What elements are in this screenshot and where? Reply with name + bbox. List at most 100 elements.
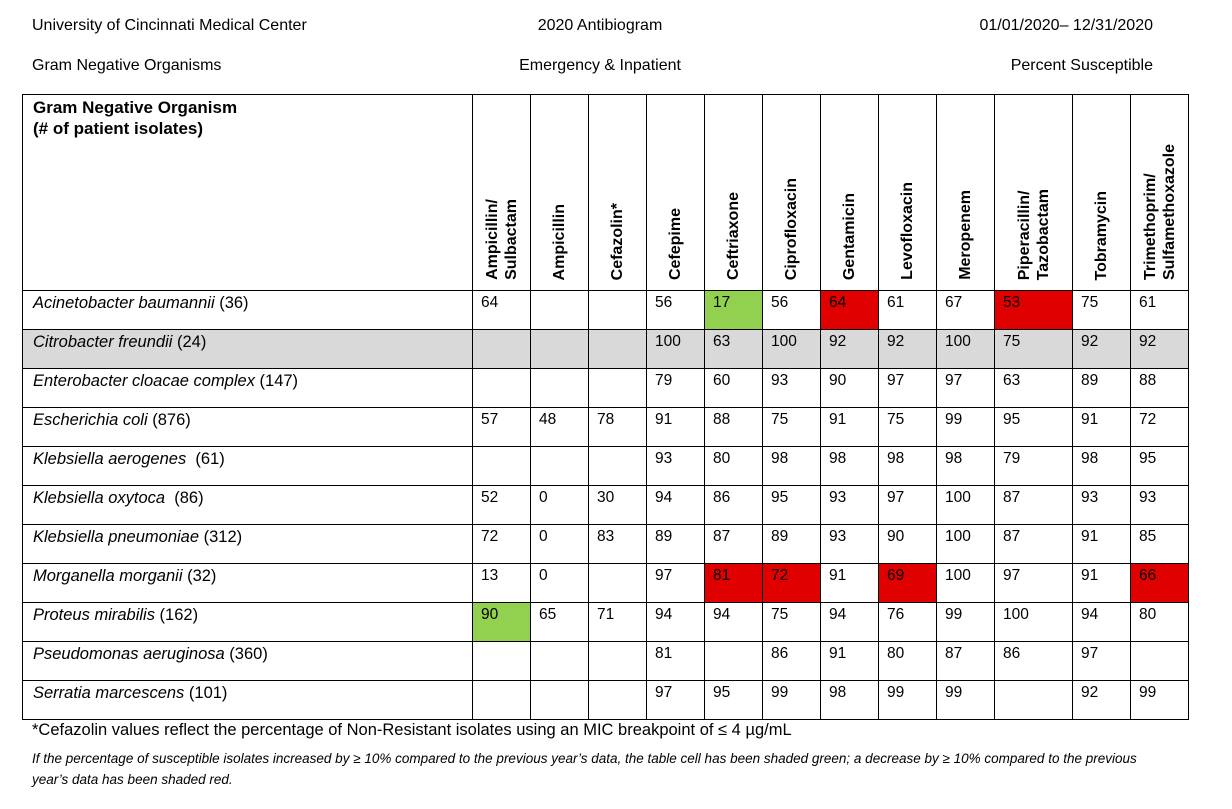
susceptibility-cell: 92 [1072,329,1131,369]
organism-column-header: Gram Negative Organism (# of patient iso… [22,94,473,291]
care-setting: Emergency & Inpatient [519,57,681,74]
susceptibility-cell: 98 [1072,446,1131,486]
susceptibility-cell: 52 [472,485,531,525]
table-row: Klebsiella oxytoca (86) 52 0 30 94 86 95 93 97 10… [22,485,1189,525]
susceptibility-cell: 65 [530,602,589,642]
susceptibility-cell: 69 [878,563,937,603]
organism-name: Acinetobacter baumannii [33,294,215,312]
susceptibility-cell: 95 [1130,446,1189,486]
organism-category: Gram Negative Organisms [32,57,222,74]
susceptibility-cell: 72 [1130,407,1189,447]
susceptibility-cell: 94 [1072,602,1131,642]
susceptibility-cell: 97 [646,563,705,603]
susceptibility-cell [994,680,1073,720]
organism-cell: Klebsiella oxytoca (86) [22,485,473,525]
organism-name: Pseudomonas aeruginosa [33,645,225,663]
susceptibility-cell: 93 [762,368,821,408]
susceptibility-cell: 98 [820,446,879,486]
susceptibility-cell: 91 [646,407,705,447]
susceptibility-cell: 78 [588,407,647,447]
susceptibility-cell: 99 [762,680,821,720]
antibiotic-name: Ciprofloxacin [783,177,800,280]
antibiotic-name: Ampicillin/ Sulbactam [483,199,520,280]
isolate-count: (147) [254,372,299,390]
susceptibility-cell: 91 [820,641,879,681]
antibiotic-name: Levofloxacin [899,182,916,280]
susceptibility-cell: 63 [704,329,763,369]
organism-cell: Klebsiella pneumoniae (312) [22,524,473,564]
susceptibility-cell: 81 [646,641,705,681]
organism-name: Enterobacter cloacae complex [33,372,255,390]
susceptibility-cell: 0 [530,563,589,603]
susceptibility-cell: 88 [704,407,763,447]
susceptibility-cell [588,368,647,408]
antibiotic-name: Trimethoprim/ Sulfamethoxazole [1141,143,1178,280]
susceptibility-cell: 71 [588,602,647,642]
susceptibility-cell [588,446,647,486]
susceptibility-cell: 93 [646,446,705,486]
susceptibility-cell: 94 [820,602,879,642]
antibiotic-name: Ampicillin [551,203,568,280]
susceptibility-cell: 100 [936,485,995,525]
institution-name: University of Cincinnati Medical Center [32,17,307,34]
organism-name: Klebsiella pneumoniae [33,528,200,546]
organism-cell: Acinetobacter baumannii (36) [22,290,473,330]
susceptibility-cell: 76 [878,602,937,642]
susceptibility-cell: 97 [1072,641,1131,681]
susceptibility-cell: 94 [646,485,705,525]
susceptibility-cell [530,641,589,681]
antibiotic-name: Gentamicin [841,192,858,280]
susceptibility-cell: 100 [646,329,705,369]
antibiotic-column-header: Ampicillin [530,94,589,291]
antibiotic-column-header: Meropenem [936,94,995,291]
susceptibility-cell: 75 [762,407,821,447]
antibiotic-column-header: Gentamicin [820,94,879,291]
table-header-row: Gram Negative Organism (# of patient iso… [22,94,1189,291]
susceptibility-cell: 0 [530,524,589,564]
susceptibility-cell [472,680,531,720]
table-row: Morganella morganii (32) 13 0 97 81 72 91 69 100… [22,563,1189,603]
susceptibility-cell: 89 [1072,368,1131,408]
susceptibility-cell: 75 [762,602,821,642]
organism-cell: Serratia marcescens (101) [22,680,473,720]
susceptibility-cell: 81 [704,563,763,603]
susceptibility-cell: 56 [646,290,705,330]
susceptibility-cell: 80 [704,446,763,486]
antibiotic-name: Ceftriaxone [725,191,742,280]
susceptibility-cell: 93 [1072,485,1131,525]
antibiotic-column-header: Levofloxacin [878,94,937,291]
susceptibility-cell: 99 [936,407,995,447]
susceptibility-cell [588,563,647,603]
susceptibility-cell: 64 [472,290,531,330]
antibiogram-table: Gram Negative Organism (# of patient iso… [22,94,1189,720]
susceptibility-cell: 90 [878,524,937,564]
susceptibility-cell: 86 [704,485,763,525]
isolate-count: (312) [199,528,243,546]
susceptibility-cell: 79 [994,446,1073,486]
susceptibility-cell: 95 [762,485,821,525]
isolate-count: (86) [165,489,204,507]
shading-footnote: If the percentage of susceptible isolate… [32,751,1137,787]
susceptibility-cell: 100 [936,329,995,369]
susceptibility-cell: 90 [820,368,879,408]
susceptibility-cell: 94 [646,602,705,642]
susceptibility-cell: 99 [878,680,937,720]
susceptibility-cell: 91 [1072,407,1131,447]
organism-cell: Proteus mirabilis (162) [22,602,473,642]
antibiotic-column-header: Cefepime [646,94,705,291]
susceptibility-cell: 100 [936,524,995,564]
organism-header-subtitle: (# of patient isolates) [33,119,204,138]
organism-name: Serratia marcescens [33,684,185,702]
antibiotic-column-header: Ceftriaxone [704,94,763,291]
susceptibility-cell: 87 [704,524,763,564]
susceptibility-cell: 72 [472,524,531,564]
isolate-count: (162) [154,606,199,624]
cefazolin-footnote: *Cefazolin values reflect the percentage… [32,721,792,739]
susceptibility-cell: 97 [994,563,1073,603]
table-row: Proteus mirabilis (162) 90 65 71 94 94 75 94 76 9… [22,602,1189,642]
susceptibility-cell: 88 [1130,368,1189,408]
susceptibility-cell [472,446,531,486]
susceptibility-cell: 30 [588,485,647,525]
isolate-count: (360) [224,645,268,663]
susceptibility-cell: 93 [820,524,879,564]
